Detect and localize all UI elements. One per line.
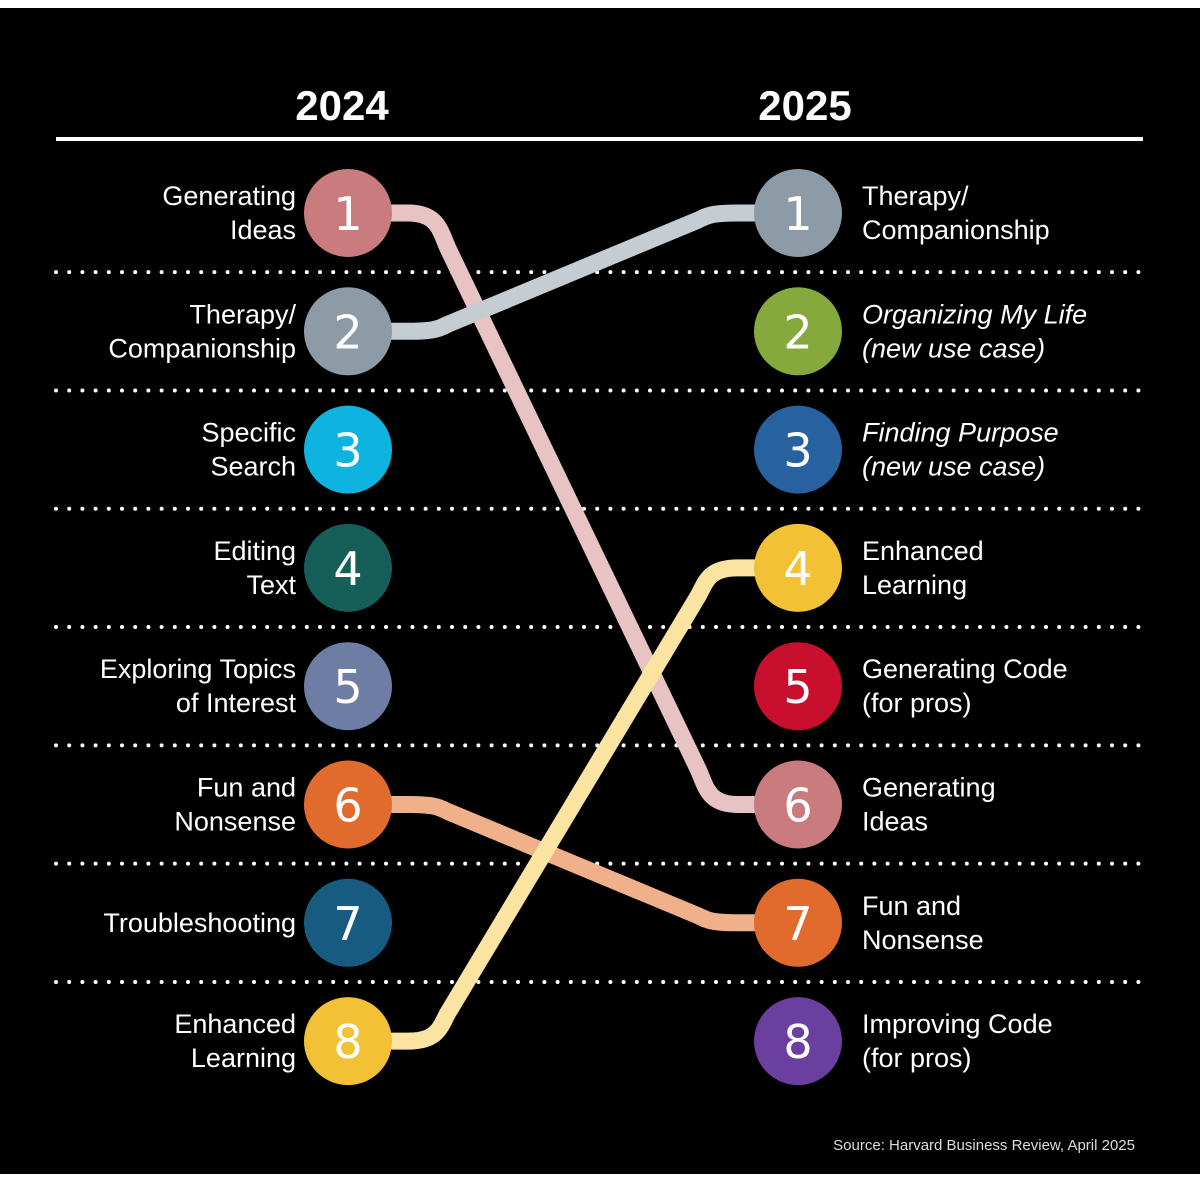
left-label-6-line-1: Fun and xyxy=(197,773,296,803)
left-rank-circle-6 xyxy=(304,760,392,849)
right-rank-number-1: 1 xyxy=(783,187,812,241)
right-rank-circle-6 xyxy=(754,760,842,849)
right-rank-number-8: 8 xyxy=(783,1015,812,1069)
left-label-3-line-1: Specific xyxy=(201,418,296,448)
connector-2 xyxy=(379,796,767,932)
left-rank-circle-8 xyxy=(304,997,392,1086)
connector-3 xyxy=(379,559,767,1050)
left-rank-number-4: 4 xyxy=(333,542,362,596)
left-rank-circle-7 xyxy=(304,878,392,967)
left-rank-number-7: 7 xyxy=(333,897,362,951)
left-rank-number-5: 5 xyxy=(333,660,362,714)
right-label-6-line-1: Generating xyxy=(862,773,996,803)
right-label-1-line-1: Therapy/ xyxy=(862,181,969,211)
left-label-6-line-2: Nonsense xyxy=(174,807,296,837)
right-rank-circle-3 xyxy=(754,405,842,494)
left-label-8-line-1: Enhanced xyxy=(174,1009,296,1039)
right-rank-circle-7 xyxy=(754,878,842,967)
chart-panel: 2024 2025 1 2 3 4 5 6 7 8 1 2 3 4 5 6 7 8 Generating Ide… xyxy=(0,8,1200,1174)
right-rank-number-2: 2 xyxy=(783,305,812,359)
right-label-7-line-1: Fun and xyxy=(862,891,961,921)
left-rank-circle-2 xyxy=(304,287,392,376)
source-note: Source: Harvard Business Review, April 2… xyxy=(833,1137,1135,1154)
right-label-8-line-2: (for pros) xyxy=(862,1043,972,1073)
left-label-2-line-1: Therapy/ xyxy=(189,299,296,329)
right-label-3-line-1: Finding Purpose xyxy=(862,418,1059,448)
left-rank-number-1: 1 xyxy=(333,187,362,241)
right-label-4-line-1: Enhanced xyxy=(862,536,984,566)
right-rank-number-7: 7 xyxy=(783,897,812,951)
right-label-2-line-2: (new use case) xyxy=(862,333,1045,363)
rank-labels: Generating Ideas Therapy/Companionship Spec… xyxy=(100,181,1087,1073)
right-label-2-line-1: Organizing My Life xyxy=(862,299,1087,329)
right-rank-number-5: 5 xyxy=(783,660,812,714)
right-rank-circle-1 xyxy=(754,169,842,257)
right-label-5-line-1: Generating Code xyxy=(862,654,1068,684)
right-label-5-line-2: (for pros) xyxy=(862,688,972,718)
right-label-1-line-2: Companionship xyxy=(862,215,1050,245)
right-rank-number-4: 4 xyxy=(783,542,812,596)
right-rank-circle-4 xyxy=(754,523,842,612)
rank-connectors xyxy=(379,204,767,1050)
left-label-4-line-1: Editing xyxy=(213,536,296,566)
right-label-6-line-2: Ideas xyxy=(862,807,928,837)
right-rank-number-6: 6 xyxy=(783,779,812,833)
left-label-2-line-2: Companionship xyxy=(108,333,296,363)
connector-0 xyxy=(379,204,767,813)
left-rank-circle-5 xyxy=(304,642,392,731)
left-rank-number-8: 8 xyxy=(333,1015,362,1069)
left-label-5-line-1: Exploring Topics xyxy=(100,654,296,684)
left-label-3-line-2: Search xyxy=(210,452,296,482)
right-rank-number-3: 3 xyxy=(783,424,812,478)
left-label-1-line-1: Generating xyxy=(162,181,296,211)
right-rank-circle-2 xyxy=(754,287,842,376)
right-label-8-line-1: Improving Code xyxy=(862,1009,1053,1039)
left-rank-circle-3 xyxy=(304,405,392,494)
left-label-5-line-2: of Interest xyxy=(176,688,297,718)
slope-chart: 2024 2025 1 2 3 4 5 6 7 8 1 2 3 4 5 6 7 8 Generating Ide… xyxy=(54,82,1148,1154)
right-label-7-line-2: Nonsense xyxy=(862,925,984,955)
left-rank-number-3: 3 xyxy=(333,424,362,478)
right-rank-circle-8 xyxy=(754,997,842,1086)
year-header-2025: 2025 xyxy=(758,82,851,129)
left-rank-number-6: 6 xyxy=(333,779,362,833)
connector-1 xyxy=(379,204,767,340)
right-label-3-line-2: (new use case) xyxy=(862,452,1045,482)
right-rank-circle-5 xyxy=(754,642,842,731)
left-label-1-line-2: Ideas xyxy=(230,215,296,245)
left-label-8-line-2: Learning xyxy=(191,1043,296,1073)
left-label-4-line-2: Text xyxy=(246,570,296,600)
rank-circles: 1 2 3 4 5 6 7 8 1 2 3 4 5 6 7 8 xyxy=(304,169,842,1086)
left-rank-circle-4 xyxy=(304,523,392,612)
year-header-2024: 2024 xyxy=(295,82,389,129)
left-label-7-line-1: Troubleshooting xyxy=(103,908,296,938)
right-label-4-line-2: Learning xyxy=(862,570,967,600)
left-rank-number-2: 2 xyxy=(333,305,362,359)
left-rank-circle-1 xyxy=(304,169,392,257)
